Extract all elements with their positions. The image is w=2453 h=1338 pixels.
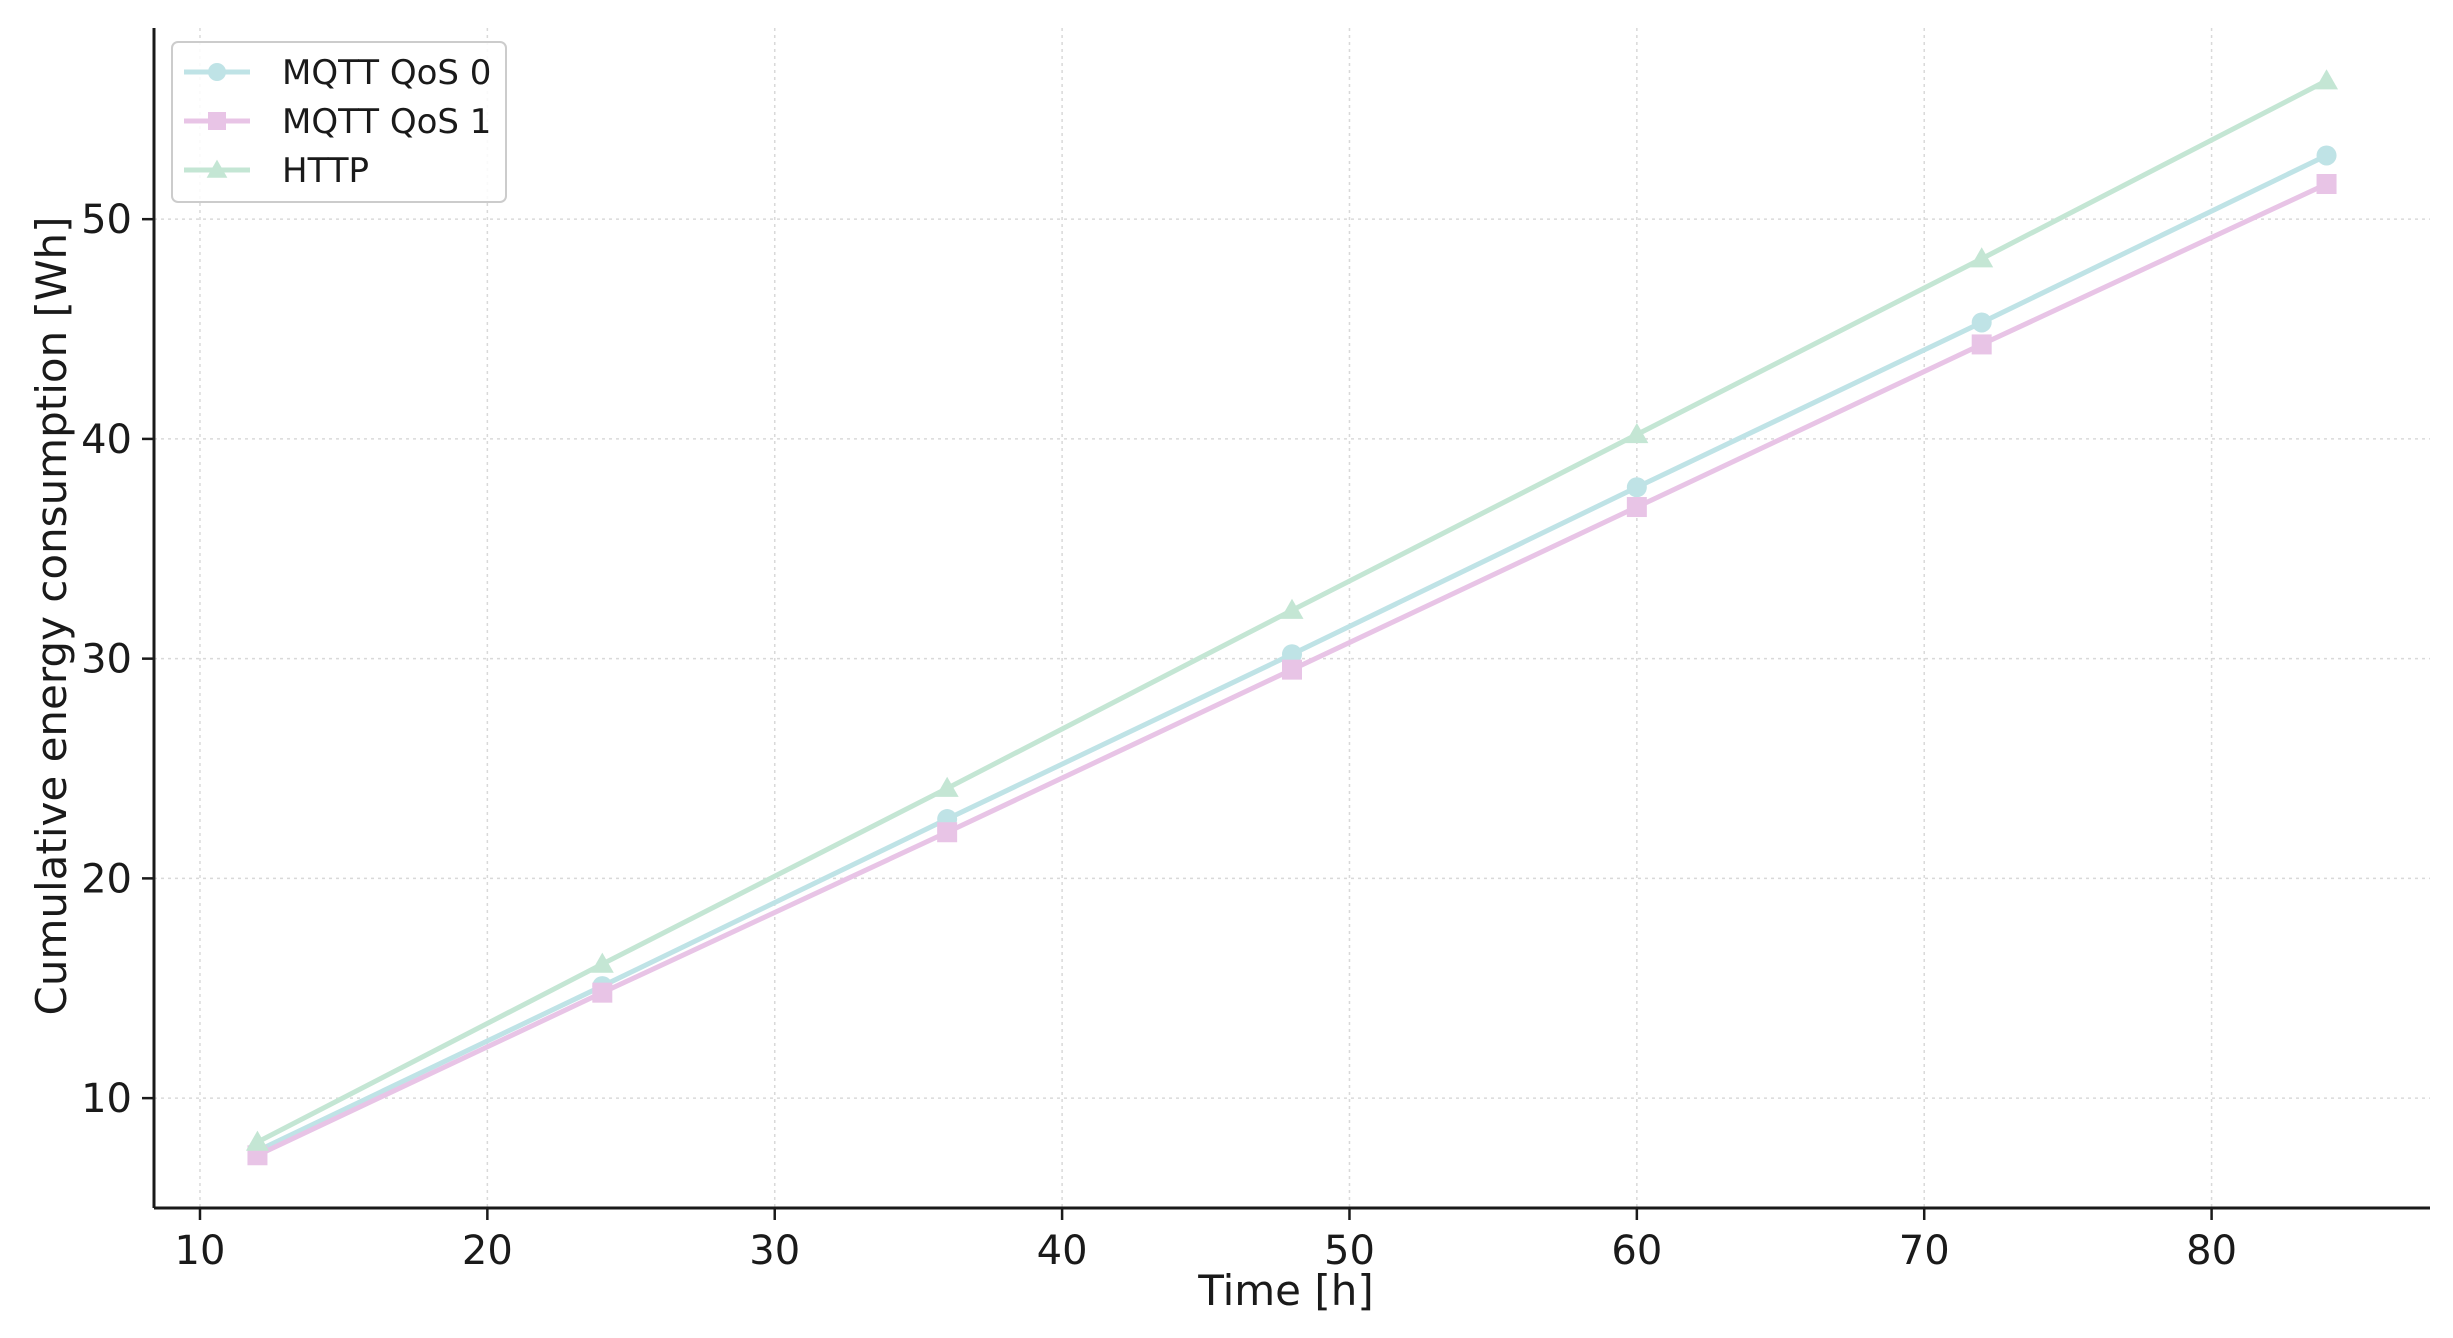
legend-label: HTTP — [282, 151, 369, 191]
data-point — [2315, 69, 2339, 90]
x-tick-label: 80 — [2186, 1228, 2237, 1274]
legend-entry: HTTP — [184, 151, 369, 191]
series-1 — [247, 174, 2337, 1166]
data-point — [1971, 312, 1992, 333]
data-point — [1971, 334, 1992, 355]
data-point — [1280, 598, 1304, 619]
series-group — [245, 69, 2339, 1166]
data-point — [2316, 174, 2337, 195]
data-point — [1626, 477, 1647, 498]
legend-label: MQTT QoS 0 — [282, 53, 491, 93]
x-tick-label: 20 — [462, 1228, 513, 1274]
legend-marker — [208, 63, 226, 81]
legend-entry: MQTT QoS 0 — [184, 53, 491, 93]
y-tick-label: 10 — [81, 1076, 132, 1122]
y-tick-label: 50 — [81, 197, 132, 243]
data-point — [935, 776, 959, 797]
data-point — [590, 952, 614, 973]
data-point — [1626, 497, 1647, 518]
series-0 — [247, 145, 2337, 1161]
data-point — [245, 1130, 269, 1151]
legend-entry: MQTT QoS 1 — [184, 102, 491, 142]
x-tick-label: 70 — [1899, 1228, 1950, 1274]
y-tick-label: 20 — [81, 856, 132, 902]
data-point — [937, 822, 958, 843]
legend: MQTT QoS 0 MQTT QoS 1 HTTP — [171, 41, 507, 203]
data-point — [592, 982, 613, 1003]
data-point — [1282, 644, 1302, 665]
legend-marker — [208, 112, 226, 130]
y-tick-label: 40 — [81, 417, 132, 463]
data-point — [1970, 247, 1994, 268]
x-tick-label: 60 — [1611, 1228, 1662, 1274]
x-axis-title: Time [h] — [1197, 1266, 1374, 1315]
x-tick-label: 30 — [749, 1228, 800, 1274]
legend-label: MQTT QoS 1 — [282, 102, 491, 142]
data-point — [2316, 145, 2337, 166]
legend-box — [171, 41, 507, 203]
x-tick-label: 50 — [1324, 1228, 1375, 1274]
y-axis-title: Cumulative energy consumption [Wh] — [27, 217, 76, 1016]
y-tick-label: 30 — [81, 637, 132, 683]
series-2 — [245, 69, 2339, 1151]
legend-marker — [206, 159, 228, 178]
data-point — [1282, 659, 1302, 680]
x-tick-label: 40 — [1037, 1228, 1088, 1274]
x-tick-label: 10 — [175, 1228, 226, 1274]
grid — [154, 28, 2430, 1208]
data-point — [1625, 423, 1649, 444]
